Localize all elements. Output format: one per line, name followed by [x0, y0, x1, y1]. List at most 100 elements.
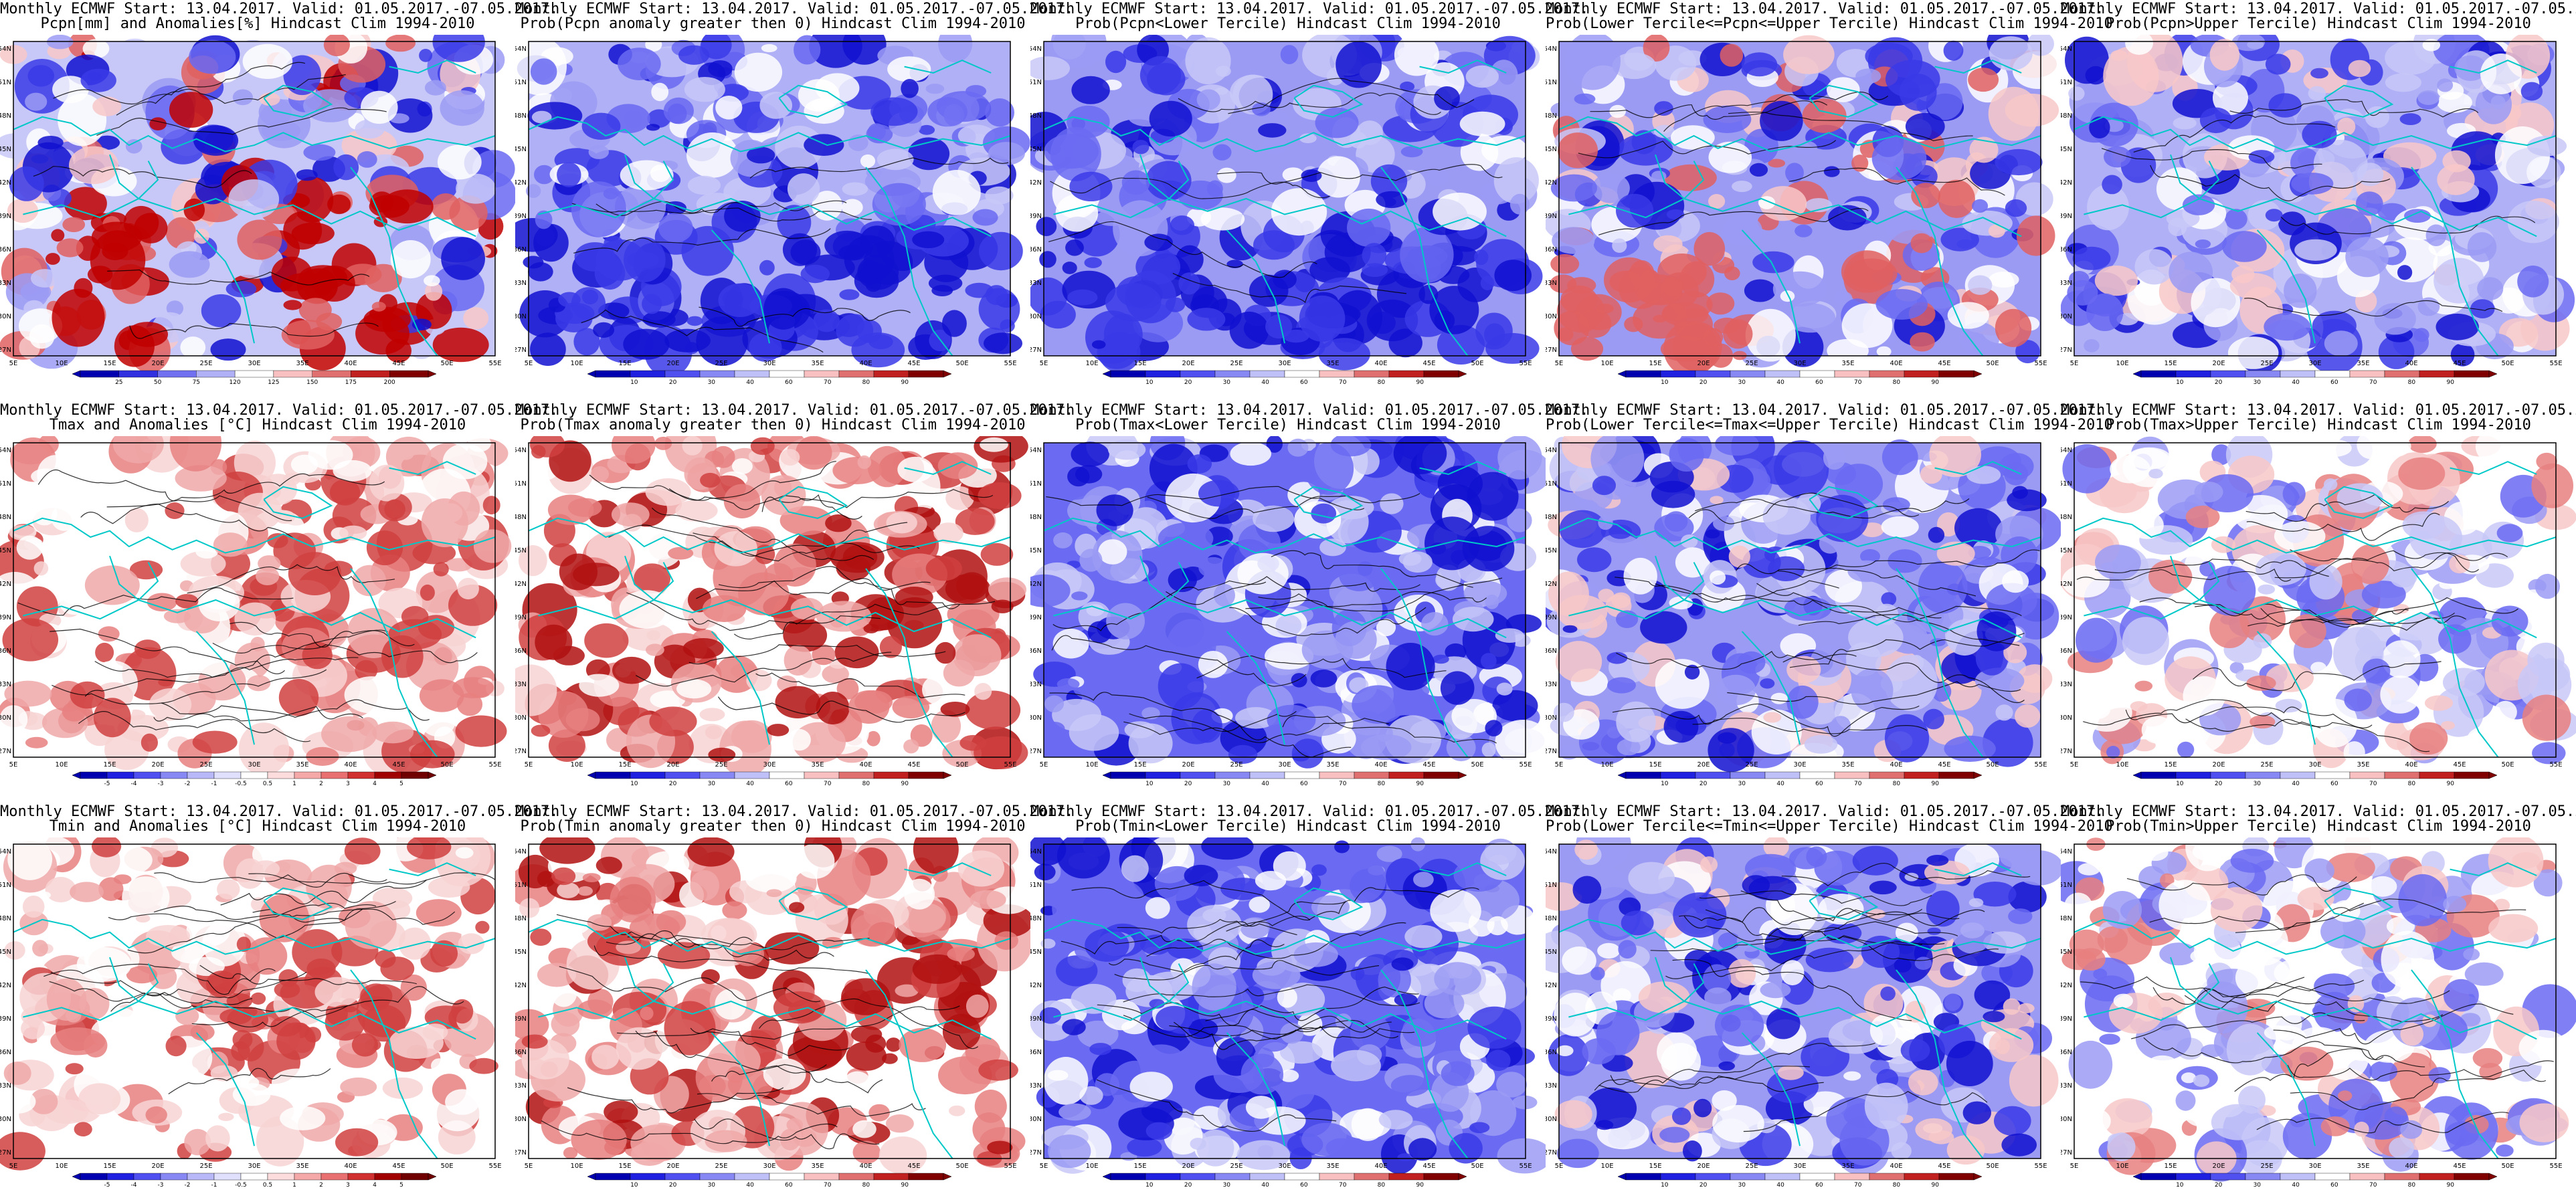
lon-label: 20E [666, 360, 679, 367]
lon-label: 15E [103, 1163, 116, 1170]
lon-label: 55E [2034, 360, 2047, 367]
lat-label: 54N [1546, 447, 1557, 454]
lon-label: 20E [1182, 360, 1194, 367]
colorbar-tick-label: 20 [2215, 1182, 2223, 1189]
colorbar: 10 20 30 40 60 70 80 90 [587, 1173, 952, 1189]
lat-label: 33N [1030, 681, 1042, 688]
colorbar-tick-label: 80 [1893, 379, 1901, 386]
lon-label: 40E [2405, 360, 2417, 367]
lat-label: 30N [1546, 1116, 1557, 1123]
colorbar-tick-label: -2 [185, 781, 191, 787]
colorbar-tick-label: 175 [345, 379, 357, 386]
lon-label: 45E [907, 1163, 920, 1170]
colorbar-tick-label: 20 [1184, 379, 1192, 386]
lat-label: 33N [515, 681, 527, 688]
shaded-field [0, 35, 515, 373]
shaded-field [1030, 35, 1543, 373]
colorbar-tick-label: 4 [373, 1182, 377, 1189]
lon-label: 20E [2212, 761, 2225, 769]
lat-label: 39N [0, 614, 11, 621]
lon-label: 10E [2116, 360, 2128, 367]
colorbar-tick-label: 150 [306, 379, 318, 386]
colorbar-tick-label: 40 [746, 781, 754, 787]
lat-label: 42N [515, 982, 527, 989]
panel-title: Prob(Tmin<Lower Tercile) Hindcast Clim 1… [1075, 818, 1501, 835]
map-panel-tmax-5: Monthly ECMWF Start: 13.04.2017. Valid: … [2061, 401, 2576, 803]
colorbar-tick-label: 60 [1300, 379, 1308, 386]
lat-label: 42N [2061, 982, 2072, 989]
colorbar-tick-label: 20 [2215, 379, 2223, 386]
lon-label: 40E [859, 360, 872, 367]
lat-label: 45N [515, 948, 527, 956]
colorbar-tick-label: -4 [131, 781, 137, 787]
lat-label: 54N [515, 848, 527, 856]
lat-label: 36N [1546, 246, 1557, 254]
colorbar-tick-label: 80 [1378, 781, 1386, 787]
lon-label: 55E [488, 1163, 501, 1170]
lon-label: 25E [715, 1163, 727, 1170]
map-panel-tmin-5: Monthly ECMWF Start: 13.04.2017. Valid: … [2061, 803, 2576, 1204]
lat-label: 33N [1546, 681, 1557, 688]
lon-label: 30E [2308, 360, 2321, 367]
isoline-contours [17, 469, 478, 742]
lon-label: 15E [618, 360, 631, 367]
lon-label: 45E [2453, 360, 2466, 367]
latitude-labels: 54N 51N 48N 45N 42N 39N 36N 33N 30N 27N [0, 447, 11, 755]
map-svg: 54N 51N 48N 45N 42N 39N 36N 33N 30N 27N 5E 10E 15E 20… [1546, 436, 2061, 787]
colorbar-tick-label: 90 [1416, 379, 1424, 386]
lon-label: 15E [1133, 1163, 1146, 1170]
lat-label: 30N [0, 313, 11, 320]
lat-label: 39N [1546, 614, 1557, 621]
lon-label: 55E [2549, 761, 2562, 769]
isoline-contours [571, 157, 1009, 353]
panel-title: Tmin and Anomalies [°C] Hindcast Clim 19… [49, 818, 466, 835]
coastline [528, 60, 1011, 357]
lon-label: 50E [440, 360, 453, 367]
colorbar-tick-label: 40 [1261, 1182, 1269, 1189]
lat-label: 39N [1030, 1015, 1042, 1023]
colorbar-tick-label: 0.5 [263, 781, 272, 787]
map-panel-pcpn-4: Monthly ECMWF Start: 13.04.2017. Valid: … [1546, 0, 2113, 401]
lat-label: 27N [1546, 1149, 1557, 1157]
longitude-labels: 5E 10E 15E 20E 25E 30E 35E 40E 45E 50E 55E [2070, 1163, 2563, 1170]
colorbar-tick-label: 40 [2292, 379, 2300, 386]
latitude-labels: 54N 51N 48N 45N 42N 39N 36N 33N 30N 27N [1546, 45, 1557, 354]
lat-label: 36N [0, 1049, 11, 1056]
colorbar-tick-label: 40 [1776, 781, 1784, 787]
map-frame [1030, 35, 1543, 373]
lat-label: 39N [515, 1015, 527, 1023]
colorbar-tick-label: 70 [1854, 781, 1862, 787]
lon-label: 20E [1182, 1163, 1194, 1170]
lat-label: 36N [0, 647, 11, 655]
map-frame [1030, 436, 1546, 769]
lon-label: 5E [525, 1163, 533, 1170]
colorbar-tick-label: 30 [1223, 781, 1231, 787]
colorbar-tick-label: 70 [1339, 1182, 1347, 1189]
shaded-field [1546, 837, 2061, 1176]
lon-label: 45E [1422, 360, 1435, 367]
lon-label: 10E [55, 761, 68, 769]
coastline [1043, 461, 1526, 758]
shaded-field [1030, 436, 1546, 769]
lat-label: 51N [2061, 79, 2072, 86]
lon-label: 30E [763, 761, 775, 769]
lat-label: 33N [2061, 280, 2072, 287]
colorbar-tick-label: -5 [104, 781, 110, 787]
lat-label: 39N [1546, 213, 1557, 220]
lat-label: 42N [0, 982, 11, 989]
lon-label: 35E [2357, 1163, 2369, 1170]
colorbar-tick-label: 30 [1223, 1182, 1231, 1189]
lon-label: 25E [2260, 360, 2273, 367]
lon-label: 35E [811, 1163, 824, 1170]
lon-label: 10E [1600, 360, 1613, 367]
lon-label: 10E [570, 360, 583, 367]
map-frame [2061, 436, 2576, 769]
lat-label: 30N [1546, 313, 1557, 320]
lon-label: 20E [151, 761, 164, 769]
lon-label: 40E [2405, 1163, 2417, 1170]
isoline-contours [1594, 862, 2031, 1132]
lat-label: 51N [515, 480, 527, 488]
lon-label: 45E [392, 360, 405, 367]
lon-label: 50E [1471, 1163, 1483, 1170]
lon-label: 40E [1374, 1163, 1387, 1170]
